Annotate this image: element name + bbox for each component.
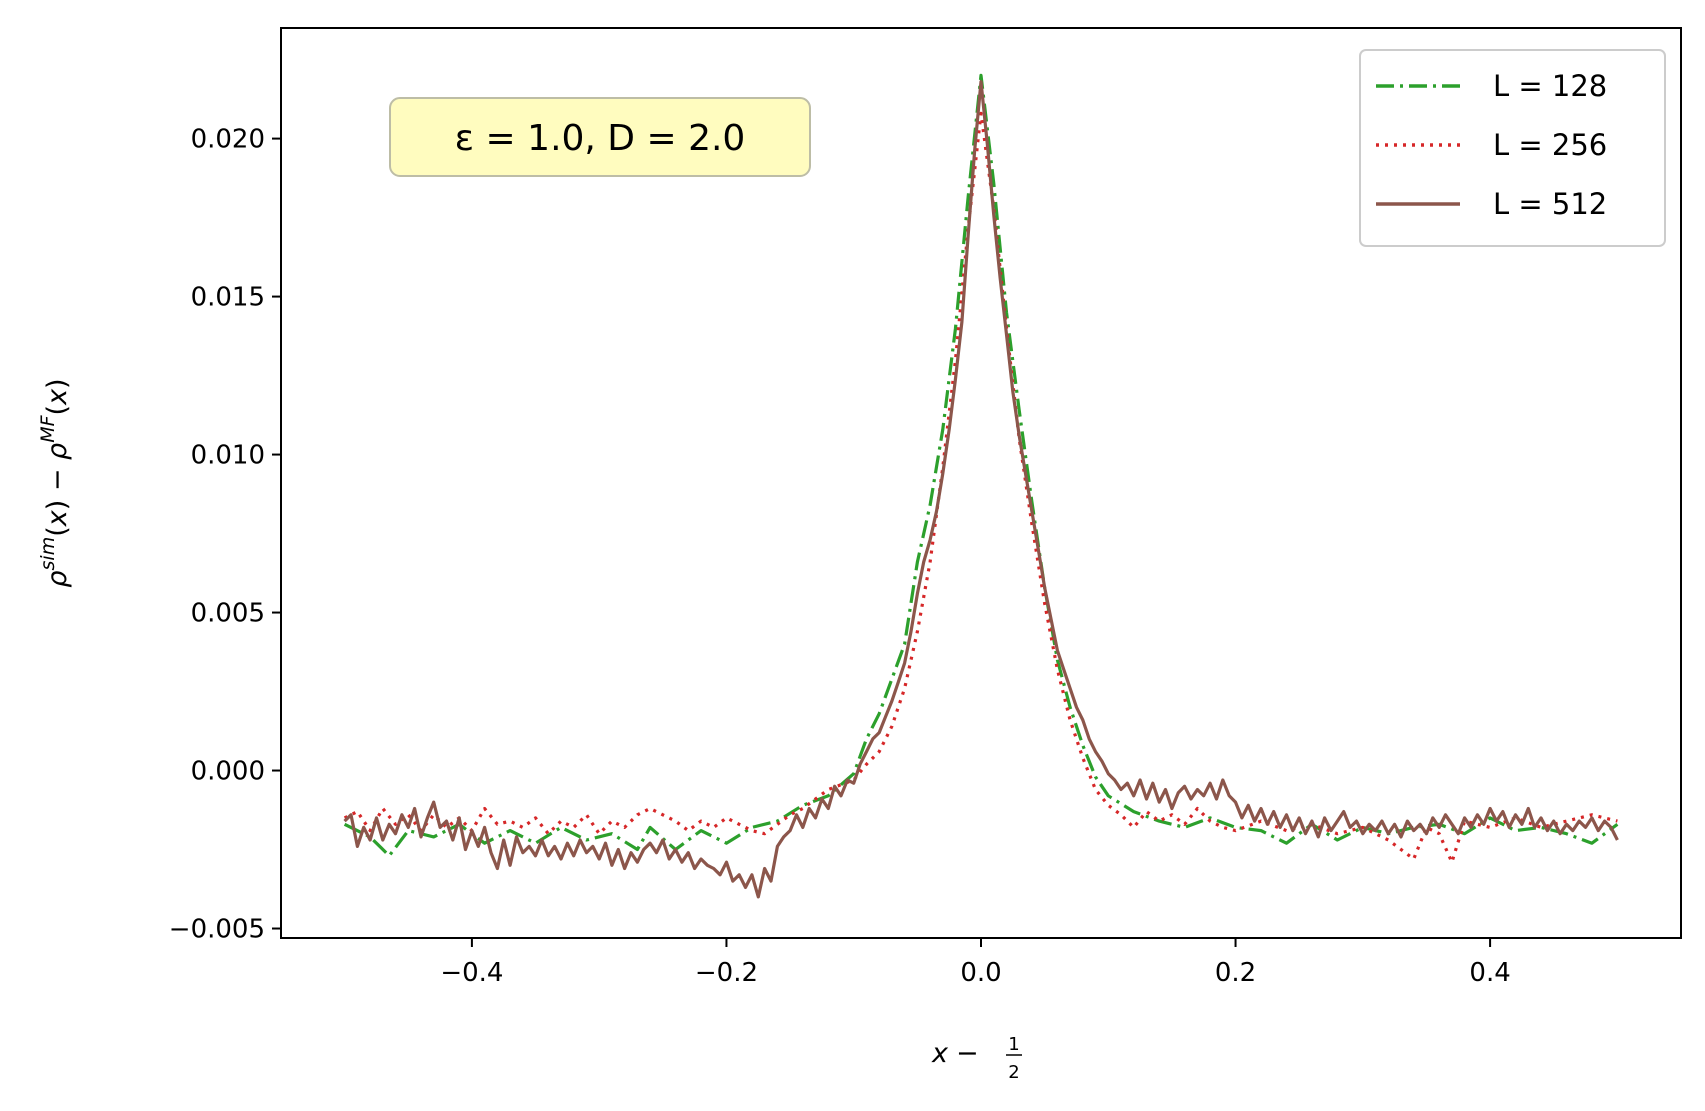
y-tick-label: 0.020: [191, 125, 265, 155]
x-tick-label: 0.0: [960, 958, 1001, 988]
x-tick-label: −0.4: [440, 958, 503, 988]
x-tick-label: 0.2: [1215, 958, 1256, 988]
legend-label: L = 512: [1493, 187, 1607, 221]
annotation: ε = 1.0, D = 2.0: [389, 97, 811, 177]
legend-label: L = 256: [1493, 128, 1607, 162]
annotation-text: ε = 1.0, D = 2.0: [455, 118, 746, 159]
y-axis-label-text: ρsim(x) − ρMF(x): [37, 378, 73, 587]
legend-label: L = 128: [1493, 69, 1607, 103]
y-tick-label: 0.005: [191, 599, 265, 629]
x-axis: −0.4 −0.2 0.0 0.2 0.4: [440, 938, 1511, 988]
x-axis-label-den: 2: [1008, 1062, 1019, 1083]
x-axis-label-num: 1: [1008, 1034, 1019, 1055]
y-tick-label: 0.015: [191, 283, 265, 313]
y-tick-label: 0.010: [191, 441, 265, 471]
x-tick-label: 0.4: [1469, 958, 1510, 988]
legend-box: [1359, 49, 1666, 247]
x-axis-label-var: x: [931, 1038, 949, 1069]
x-tick-label: −0.2: [695, 958, 758, 988]
legend: L = 128 L = 256 L = 512: [1359, 49, 1666, 247]
series-line-3: [343, 80, 1619, 899]
y-axis-label: ρsim(x) − ρMF(x): [37, 378, 73, 587]
series-line-1: [343, 73, 1619, 858]
y-tick-label: −0.005: [169, 915, 265, 945]
x-axis-label-minus: −: [956, 1038, 979, 1069]
y-tick-label: 0.000: [191, 757, 265, 787]
series-layer: [343, 73, 1619, 899]
annotation-box: [389, 97, 811, 177]
y-axis: −0.005 0.000 0.005 0.010 0.015 0.020: [169, 125, 281, 945]
x-axis-label: x − 1 2: [931, 1034, 1022, 1083]
